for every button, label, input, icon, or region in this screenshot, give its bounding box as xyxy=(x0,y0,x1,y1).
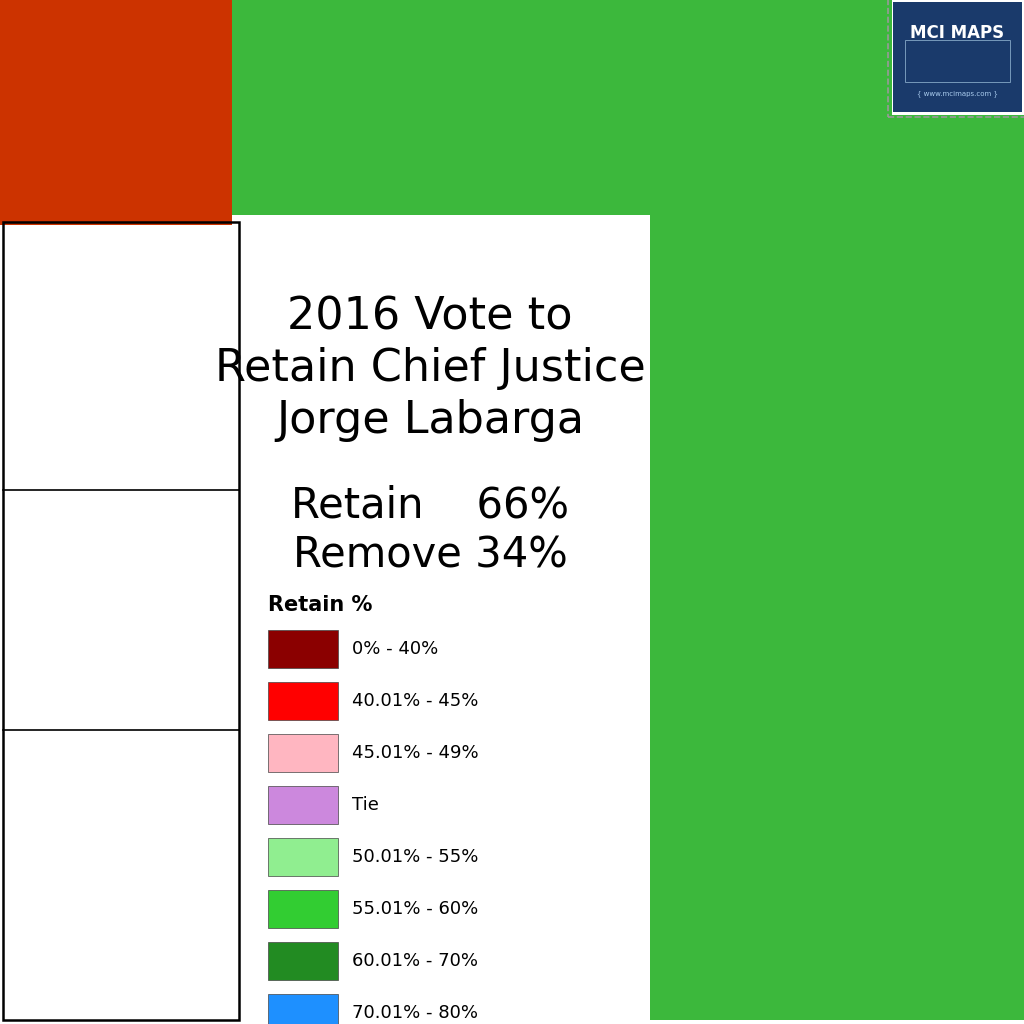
Bar xyxy=(268,942,338,980)
Bar xyxy=(268,630,338,668)
Text: 0% - 40%: 0% - 40% xyxy=(352,640,438,658)
Text: MCI MAPS: MCI MAPS xyxy=(910,24,1005,42)
Bar xyxy=(268,786,338,824)
Text: 50.01% - 55%: 50.01% - 55% xyxy=(352,848,478,866)
Bar xyxy=(232,0,892,225)
Text: 2016 Vote to: 2016 Vote to xyxy=(288,295,572,338)
Text: 70.01% - 80%: 70.01% - 80% xyxy=(352,1004,478,1022)
Text: 40.01% - 45%: 40.01% - 45% xyxy=(352,692,478,710)
Bar xyxy=(893,2,1022,112)
Bar xyxy=(268,682,338,720)
Text: { www.mcimaps.com }: { www.mcimaps.com } xyxy=(918,90,998,96)
Text: Retain    66%: Retain 66% xyxy=(291,485,569,527)
Bar xyxy=(268,838,338,876)
Text: Jorge Labarga: Jorge Labarga xyxy=(276,399,584,442)
Bar xyxy=(268,734,338,772)
Bar xyxy=(268,994,338,1024)
Bar xyxy=(905,40,1010,82)
Text: Retain Chief Justice: Retain Chief Justice xyxy=(215,347,645,390)
Text: Tie: Tie xyxy=(352,796,379,814)
Bar xyxy=(888,0,1024,117)
Bar xyxy=(0,0,232,225)
Bar xyxy=(268,890,338,928)
Text: 45.01% - 49%: 45.01% - 49% xyxy=(352,744,478,762)
Bar xyxy=(232,215,650,1020)
Text: Retain %: Retain % xyxy=(268,595,373,615)
Text: 55.01% - 60%: 55.01% - 60% xyxy=(352,900,478,918)
Text: Remove 34%: Remove 34% xyxy=(293,535,567,577)
Bar xyxy=(610,115,1024,1020)
Bar xyxy=(3,222,239,1020)
Text: 60.01% - 70%: 60.01% - 70% xyxy=(352,952,478,970)
